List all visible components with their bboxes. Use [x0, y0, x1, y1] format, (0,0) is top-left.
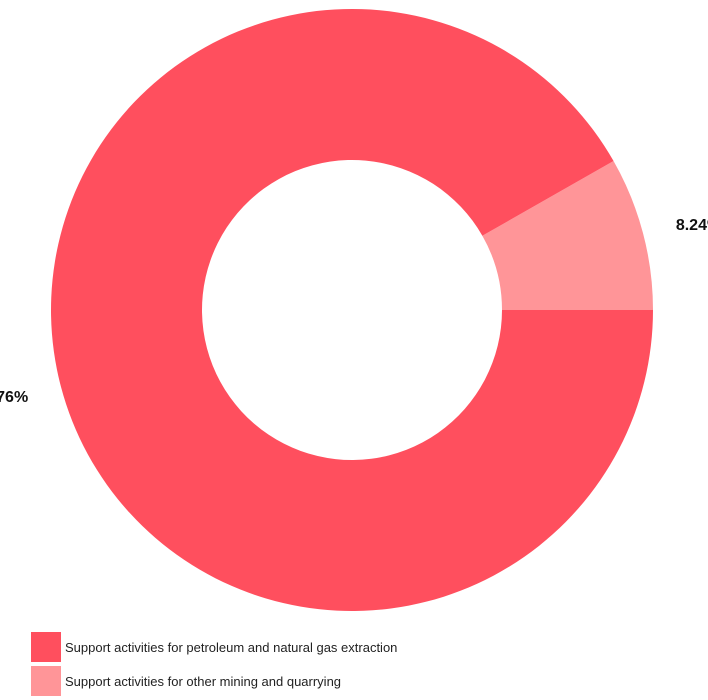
- slice-label-petroleum: 91.76%: [0, 389, 28, 406]
- legend-item-mining[interactable]: Support activities for other mining and …: [31, 666, 397, 696]
- slice-petroleum[interactable]: [51, 8, 654, 611]
- legend-label-mining: Support activities for other mining and …: [65, 673, 342, 689]
- legend-swatch-petroleum: [31, 632, 61, 662]
- slice-label-mining: 8.24%: [676, 217, 708, 234]
- slice-mining[interactable]: [482, 161, 653, 310]
- legend: Support activities for petroleum and nat…: [31, 632, 397, 700]
- legend-swatch-mining: [31, 666, 61, 696]
- legend-label-petroleum: Support activities for petroleum and nat…: [65, 639, 398, 655]
- legend-item-petroleum[interactable]: Support activities for petroleum and nat…: [31, 632, 397, 662]
